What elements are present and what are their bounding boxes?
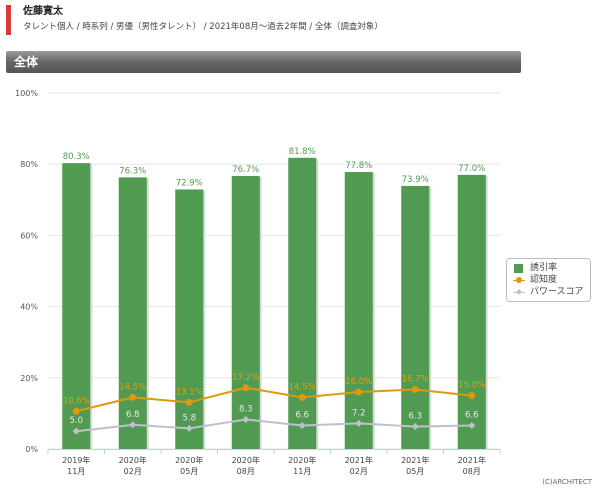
line-point — [242, 415, 250, 423]
line-point — [242, 384, 250, 392]
bar-data-label: 72.9% — [176, 178, 203, 188]
x-tick-label: 02月 — [350, 467, 368, 476]
legend-swatch-square-icon — [514, 263, 523, 273]
line-data-label: 17.2% — [232, 373, 259, 383]
bar-data-label: 76.7% — [232, 165, 259, 175]
talent-name: 佐藤寛太 — [23, 6, 63, 17]
line-point — [129, 421, 137, 429]
line-point — [411, 423, 419, 431]
x-tick-label: 2021年 — [345, 455, 373, 465]
legend-swatch-line-icon — [513, 276, 525, 284]
legend-item-line1[interactable]: 認知度 — [513, 274, 584, 286]
bar-data-label: 73.9% — [402, 175, 429, 185]
line-point — [468, 392, 476, 400]
x-tick-label: 2020年 — [232, 455, 260, 465]
y-tick-label: 60% — [20, 231, 38, 240]
x-tick-label: 2020年 — [119, 455, 147, 465]
line-point — [72, 427, 80, 435]
line-data-label: 6.3 — [408, 412, 422, 422]
legend-swatch-diamond-icon — [513, 288, 525, 296]
line-data-label: 16.0% — [345, 377, 372, 387]
series-line — [76, 386, 472, 413]
legend: 誘引率 認知度 パワースコア — [506, 258, 591, 302]
line-data-label: 16.7% — [402, 375, 429, 385]
bar — [401, 185, 430, 449]
legend-item-line2[interactable]: パワースコア — [513, 286, 584, 298]
bar-data-label: 76.3% — [119, 166, 146, 176]
x-tick-label: 2019年 — [62, 455, 90, 465]
breadcrumb: タレント個人 / 時系列 / 男優（男性タレント） / 2021年08月～過去2… — [23, 22, 383, 32]
bar-data-label: 80.3% — [63, 152, 90, 162]
x-tick-label: 08月 — [463, 467, 481, 476]
line-point — [355, 388, 363, 396]
bar — [457, 174, 486, 449]
line-data-label: 5.8 — [182, 413, 196, 423]
bar — [288, 157, 317, 450]
x-tick-label: 08月 — [237, 467, 255, 476]
bar-data-label: 77.0% — [458, 164, 485, 174]
y-tick-label: 40% — [20, 303, 38, 312]
line-point — [185, 398, 193, 406]
line-data-label: 10.6% — [63, 396, 90, 406]
x-tick-label: 02月 — [124, 467, 142, 476]
line-data-label: 7.2 — [352, 408, 366, 418]
line-point — [72, 407, 80, 415]
line-data-label: 6.6 — [465, 411, 479, 421]
line-data-label: 14.5% — [119, 382, 146, 392]
line-data-label: 6.8 — [126, 410, 140, 420]
x-tick-label: 11月 — [67, 467, 85, 476]
x-tick-label: 11月 — [293, 467, 311, 476]
y-tick-label: 20% — [20, 374, 38, 383]
bar — [231, 175, 260, 449]
line-data-label: 15.0% — [458, 381, 485, 391]
x-tick-label: 2020年 — [175, 455, 203, 465]
y-tick-label: 80% — [20, 160, 38, 169]
bar — [62, 163, 91, 449]
line-data-label: 13.1% — [176, 387, 203, 397]
line-data-label: 8.3 — [239, 404, 253, 414]
line-point — [185, 424, 193, 432]
line-point — [298, 421, 306, 430]
series-line — [76, 418, 472, 433]
line-data-label: 5.0 — [69, 416, 83, 426]
y-tick-label: 100% — [15, 89, 38, 98]
line-point — [355, 419, 363, 427]
x-tick-label: 05月 — [180, 467, 198, 476]
bar — [175, 189, 204, 449]
line-data-label: 6.6 — [295, 411, 309, 421]
bar-data-label: 77.8% — [345, 161, 372, 171]
line-point — [298, 393, 306, 401]
x-tick-label: 2020年 — [288, 455, 316, 465]
line-point — [411, 386, 419, 394]
section-title: 全体 — [6, 51, 521, 73]
x-tick-label: 2021年 — [458, 455, 486, 465]
legend-item-bar[interactable]: 誘引率 — [513, 262, 584, 274]
x-tick-label: 2021年 — [401, 455, 429, 465]
bar — [118, 177, 147, 449]
bar — [344, 172, 373, 450]
line-point — [129, 393, 137, 401]
bar-data-label: 81.8% — [289, 147, 316, 157]
talent-header: 佐藤寛太 タレント個人 / 時系列 / 男優（男性タレント） / 2021年08… — [6, 5, 383, 35]
y-tick-label: 0% — [25, 445, 38, 454]
x-tick-label: 05月 — [406, 467, 424, 476]
copyright: (C)ARCHITECT — [542, 478, 592, 486]
line-point — [468, 421, 476, 430]
line-data-label: 14.5% — [289, 382, 316, 392]
